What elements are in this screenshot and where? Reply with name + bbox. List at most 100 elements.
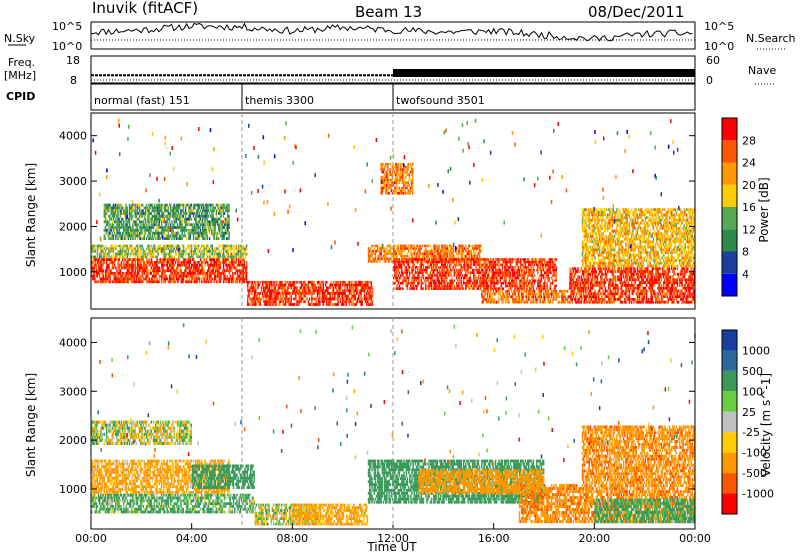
heatmap-cell [273,297,275,301]
heatmap-cell [104,206,107,210]
heatmap-cell [534,292,537,296]
heatmap-cell [116,231,118,235]
heatmap-cell [465,249,467,253]
heatmap-cell [206,212,208,215]
heatmap-cell [197,252,200,256]
heatmap-cell [184,206,187,210]
heatmap-cell [485,263,488,267]
heatmap-cell [170,269,172,273]
heatmap-cell [115,255,117,259]
heatmap-cell [414,258,417,261]
heatmap-cell [553,274,555,277]
heatmap-cell [350,289,352,292]
heatmap-cell [175,226,178,229]
heatmap-cell [547,295,549,299]
heatmap-cell [140,258,142,261]
heatmap-cell [444,252,446,255]
heatmap-cell [303,292,305,295]
heatmap-cell [293,280,296,284]
heatmap-cell [439,276,442,280]
heatmap-cell [525,295,528,299]
heatmap-cell [482,279,484,282]
heatmap-cell [515,268,517,272]
heatmap-cell [261,294,264,298]
heatmap-cell [359,292,361,295]
heatmap-cell [489,300,491,304]
heatmap-cell [181,255,184,259]
heatmap-cell [497,289,499,293]
heatmap-cell [156,217,158,221]
heatmap-cell [478,274,481,277]
heatmap-cell [360,283,362,287]
heatmap-cell [548,276,551,280]
heatmap-cell [466,260,468,264]
heatmap-cell [510,289,513,293]
heatmap-cell [463,266,466,269]
heatmap-cell [227,223,229,227]
heatmap-cell [159,214,162,218]
heatmap-cell [135,272,138,275]
heatmap-cell [436,263,438,267]
heatmap-cell [326,300,328,304]
heatmap-cell [555,279,557,282]
heatmap-cell [142,247,145,250]
heatmap-cell [388,260,390,263]
heatmap-cell [175,217,178,221]
heatmap-cell [103,252,106,256]
heatmap-cell [514,289,516,293]
heatmap-cell [189,203,191,207]
heatmap-cell [288,300,290,304]
heatmap-cell [141,212,143,215]
heatmap-cell [240,261,242,264]
heatmap-cell [204,220,206,224]
heatmap-cell [108,220,110,224]
heatmap-cell [492,258,494,261]
heatmap-cell [272,300,274,304]
heatmap-cell [120,212,123,215]
heatmap-cell [124,255,126,259]
heatmap-cell [224,258,226,261]
heatmap-cell [208,263,210,267]
heatmap-cell [229,269,232,273]
heatmap-cell [542,284,545,288]
heatmap-cell [111,255,114,259]
heatmap-cell [112,206,115,210]
heatmap-cell [427,276,429,280]
heatmap-cell [444,249,446,253]
heatmap-cell [118,252,120,256]
heatmap-cell [494,274,497,277]
heatmap-cell [401,257,403,261]
heatmap-cell [555,289,557,293]
heatmap-cell [444,271,446,274]
heatmap-cell [156,234,158,238]
heatmap-cell [147,212,149,215]
heatmap-cell [423,249,426,253]
heatmap-cell [443,284,445,288]
heatmap-cell [463,254,466,258]
heatmap-cell [149,212,151,215]
heatmap-cell [118,244,120,248]
heatmap-cell [553,295,555,299]
heatmap-cell [431,249,434,253]
heatmap-cell [458,244,460,248]
heatmap-cell [156,226,158,229]
heatmap-cell [205,272,208,275]
heatmap-cell [468,244,470,248]
heatmap-cell [387,249,389,253]
heatmap-cell [444,284,446,288]
heatmap-cell [468,249,470,253]
heatmap-cell [382,247,385,250]
heatmap-cell [127,261,130,264]
heatmap-cell [306,292,308,295]
heatmap-cell [402,271,404,274]
heatmap-cell [152,220,155,224]
heatmap-cell [342,294,344,298]
heatmap-cell [115,214,117,218]
heatmap-cell [501,289,504,293]
heatmap-cell [429,276,432,280]
heatmap-cell [216,247,218,250]
heatmap-cell [223,223,226,227]
heatmap-cell [502,282,505,285]
heatmap-cell [444,274,446,277]
heatmap-cell [145,228,148,232]
